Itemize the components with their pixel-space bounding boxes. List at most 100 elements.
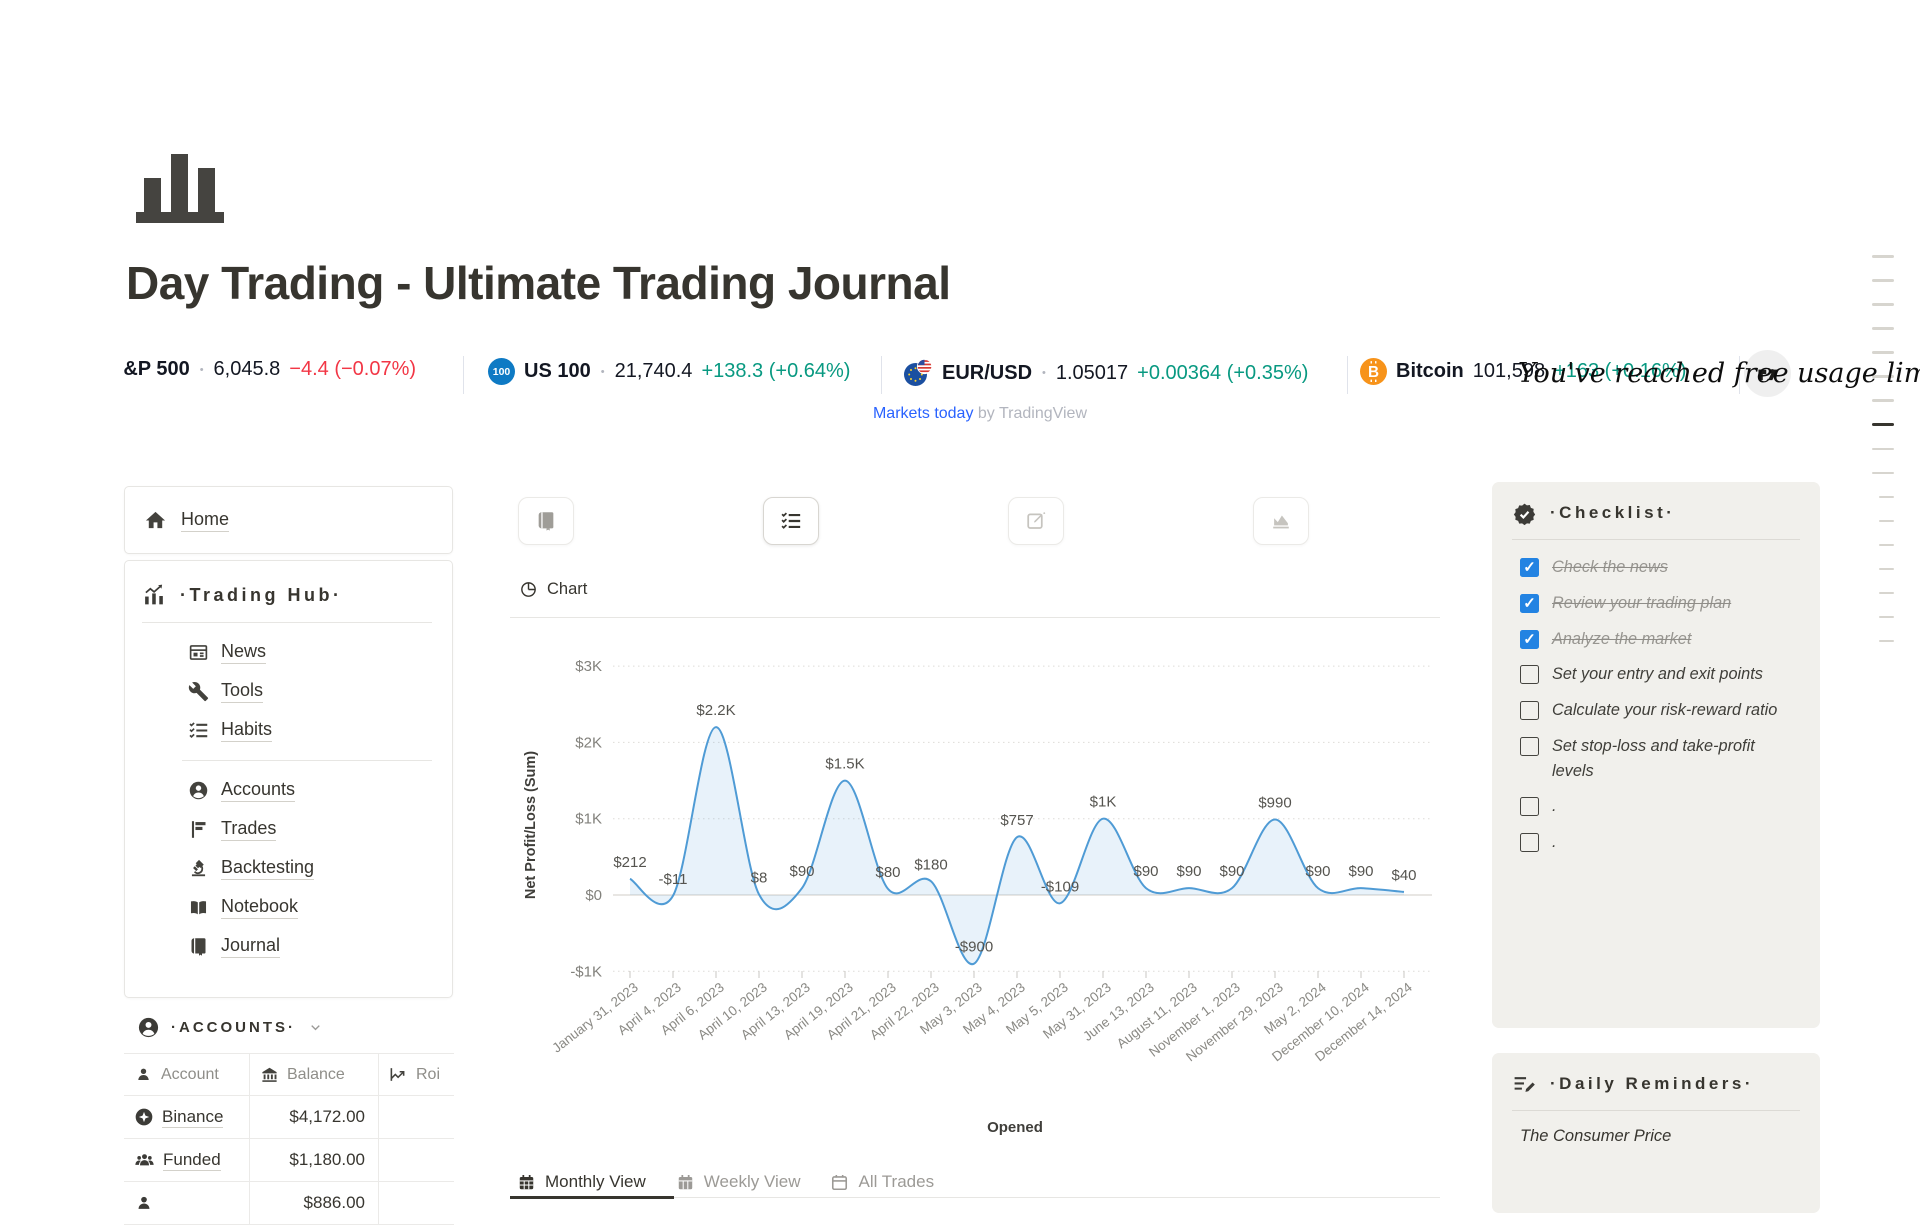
checkbox[interactable] — [1520, 701, 1539, 721]
account-name[interactable]: Funded — [163, 1149, 221, 1171]
tab-all-trades[interactable]: All Trades — [830, 1172, 934, 1198]
ticker-value: 101,598 — [1472, 360, 1546, 382]
accounts-table: Account Balance — [124, 1053, 454, 1225]
outline-dash[interactable] — [1879, 519, 1894, 522]
outline-dash[interactable] — [1872, 327, 1894, 330]
sidebar-item-label[interactable]: Backtesting — [221, 857, 315, 880]
sidebar-item-accounts[interactable]: Accounts — [188, 771, 432, 810]
ticker-us100[interactable]: 100 US 100 • 21,740.4 +138.3 (+0.64%) — [488, 358, 850, 385]
account-name-cell[interactable]: Binance — [124, 1096, 250, 1138]
chart-view-button[interactable] — [1253, 497, 1309, 545]
dot-separator-icon: • — [600, 365, 605, 378]
data-label: $90 — [789, 863, 814, 880]
checklist-item: Set stop-loss and take-profit levels — [1520, 734, 1800, 784]
markets-today-link[interactable]: Markets today — [872, 405, 974, 422]
outline-dash[interactable] — [1872, 303, 1894, 306]
sidebar-item-journal[interactable]: Journal — [188, 927, 432, 966]
sidebar-item-label[interactable]: Habits — [221, 719, 273, 742]
checkbox[interactable] — [1520, 833, 1539, 853]
sidebar-item-label[interactable]: Notebook — [221, 896, 299, 919]
tab-monthly-view[interactable]: Monthly View — [517, 1172, 646, 1198]
svg-text:B: B — [1368, 364, 1379, 381]
tab-weekly-view[interactable]: Weekly View — [676, 1172, 801, 1198]
table-row: Funded $1,180.00 — [124, 1139, 454, 1182]
outline-dash[interactable] — [1879, 543, 1894, 546]
sidebar-item-backtesting[interactable]: Backtesting — [188, 849, 432, 888]
ticker-eurusd[interactable]: EUR/USD • 1.05017 +0.00364 (+0.35%) — [903, 358, 1308, 388]
column-account[interactable]: Account — [124, 1054, 250, 1095]
divider — [510, 1197, 1440, 1198]
sidebar-item-trades[interactable]: Trades — [188, 810, 432, 849]
checklist-item-text: Set stop-loss and take-profit levels — [1552, 736, 1755, 780]
checkbox[interactable] — [1520, 797, 1539, 817]
checklist-card: ·Checklist· Check the news Review your t… — [1492, 482, 1820, 1028]
ticker-bitcoin[interactable]: B Bitcoin 101,598 +163 (+0.16%) — [1360, 358, 1686, 385]
checkbox[interactable] — [1520, 593, 1539, 613]
chevron-down-icon[interactable] — [309, 1021, 322, 1034]
ticker-value: 6,045.8 — [213, 358, 281, 380]
ticker-sp500[interactable]: S&P 500 • 6,045.8 −4.4 (−0.07%) — [124, 352, 454, 396]
tab-label: Weekly View — [703, 1172, 801, 1191]
data-label: $40 — [1391, 867, 1416, 884]
sidebar-item-label[interactable]: Accounts — [221, 779, 296, 802]
account-name-cell[interactable] — [124, 1182, 250, 1224]
outline-dash[interactable] — [1872, 351, 1894, 354]
ticker-symbol: EUR/USD — [942, 361, 1033, 384]
outline-dash[interactable] — [1879, 567, 1894, 570]
person-circle-icon — [188, 780, 209, 801]
checklist-item: Check the news — [1520, 555, 1800, 580]
person-icon — [134, 1193, 154, 1213]
column-roi[interactable]: Roi — [379, 1054, 453, 1095]
sidebar-item-news[interactable]: News — [188, 633, 432, 672]
sidebar-item-label[interactable]: Tools — [221, 680, 264, 703]
balance-cell: $886.00 — [250, 1182, 379, 1224]
checkbox[interactable] — [1520, 558, 1539, 577]
checklist-item-text: Calculate your risk-reward ratio — [1552, 701, 1778, 720]
outline-dash[interactable] — [1872, 399, 1894, 402]
sidebar-item-label[interactable]: Trades — [221, 818, 277, 841]
account-name[interactable]: Binance — [162, 1106, 224, 1128]
column-balance[interactable]: Balance — [250, 1054, 379, 1095]
checkbox[interactable] — [1520, 629, 1539, 649]
sidebar-item-home[interactable]: Home — [181, 509, 230, 532]
outline-dash[interactable] — [1872, 255, 1894, 258]
tradingview-logo-icon[interactable] — [1744, 350, 1791, 397]
data-label: $757 — [1000, 812, 1033, 829]
tab-label: Monthly View — [545, 1172, 646, 1191]
outline-dash[interactable] — [1879, 615, 1894, 618]
daily-reminders-card: ·Daily Reminders· The Consumer Price — [1492, 1053, 1820, 1213]
chart-block-header[interactable]: Chart — [519, 580, 587, 599]
edit-view-button[interactable] — [1008, 497, 1064, 545]
outline-dash[interactable] — [1872, 423, 1894, 426]
sidebar-item-tools[interactable]: Tools — [188, 672, 432, 711]
sidebar-item-label[interactable]: Journal — [221, 935, 281, 958]
table-row: Binance $4,172.00 — [124, 1096, 454, 1139]
outline-dash[interactable] — [1879, 639, 1894, 642]
outline-dash[interactable] — [1872, 471, 1894, 474]
table-row: $886.00 — [124, 1182, 454, 1225]
account-name-cell[interactable]: Funded — [124, 1139, 250, 1181]
outline-dash[interactable] — [1879, 495, 1894, 498]
data-label: $1.5K — [825, 756, 864, 773]
data-label: $2.2K — [696, 702, 735, 719]
home-card[interactable]: Home — [124, 486, 453, 554]
ticker-divider — [463, 356, 464, 394]
checkbox[interactable] — [1520, 665, 1539, 685]
data-label: $90 — [1133, 863, 1158, 880]
data-label: $90 — [1305, 863, 1330, 880]
outline-dash[interactable] — [1872, 279, 1894, 282]
outline-dash[interactable] — [1879, 591, 1894, 594]
outline-dash[interactable] — [1872, 375, 1894, 378]
journal-view-button[interactable] — [518, 497, 574, 545]
sidebar-item-notebook[interactable]: Notebook — [188, 888, 432, 927]
sidebar-item-label[interactable]: News — [221, 641, 267, 664]
page-outline-indicator[interactable] — [1872, 255, 1898, 664]
dot-separator-icon: • — [199, 363, 204, 376]
sidebar-item-habits[interactable]: Habits — [188, 711, 432, 750]
accounts-section-header[interactable]: ·ACCOUNTS· — [137, 1016, 322, 1039]
outline-dash[interactable] — [1872, 447, 1894, 450]
checklist-view-button[interactable] — [763, 497, 819, 545]
divider — [182, 760, 432, 761]
checkbox[interactable] — [1520, 736, 1539, 756]
trading-hub-title: ·Trading Hub· — [180, 585, 343, 605]
